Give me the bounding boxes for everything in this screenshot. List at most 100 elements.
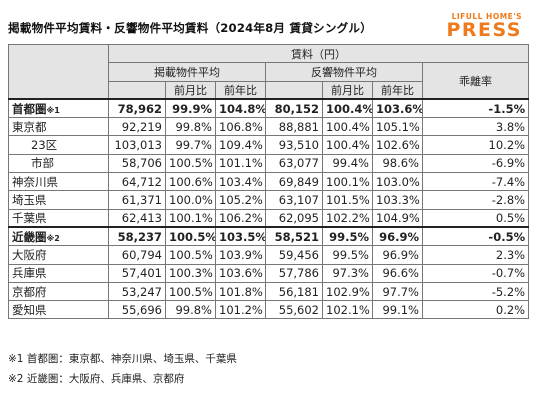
cell-listed: 58,706 (108, 153, 166, 174)
row-label: 神奈川県 (8, 172, 109, 192)
table-row: 市部 58,706 100.5% 101.1% 63,077 99.4% 98.6% -6.9… (8, 153, 530, 174)
cell-listed: 92,219 (108, 117, 166, 137)
table-row: 大阪府 60,794 100.5% 103.9% 59,456 99.5% 96.9% 2.3… (8, 245, 530, 265)
cell-i-yoy: 104.9% (372, 208, 423, 228)
cell-i-mom: 99.5% (322, 226, 373, 247)
table-row: 東京都 92,219 99.8% 106.8% 88,881 100.4% 105.1% 3.… (8, 117, 530, 137)
cell-listed: 58,237 (108, 226, 166, 247)
header-blank (108, 80, 166, 100)
cell-i-yoy: 99.1% (372, 300, 423, 320)
header-listed-mom: 前月比 (165, 80, 216, 100)
cell-l-yoy: 103.6% (215, 263, 266, 283)
table-row: 愛知県 55,696 99.8% 101.2% 55,602 102.1% 99.1% 0.2… (8, 300, 530, 320)
cell-l-mom: 100.5% (165, 281, 216, 302)
cell-i-mom: 102.1% (322, 300, 373, 320)
header-listed-avg: 掲載物件平均 (108, 62, 266, 82)
cell-inquiry: 80,152 (265, 98, 323, 119)
table-row: 23区 103,013 99.7% 109.4% 93,510 100.4% 102.6% 1… (8, 135, 530, 155)
logo-text: PRESS (446, 19, 522, 41)
cell-div: -0.5% (421, 226, 530, 247)
cell-i-mom: 99.4% (322, 153, 373, 174)
cell-div: -0.7% (421, 263, 530, 283)
row-label: 23区 (8, 135, 109, 155)
header-inquiry-mom: 前月比 (322, 80, 373, 100)
cell-i-yoy: 102.6% (372, 135, 423, 155)
table-row-aggregate: 首都圏※1 78,962 99.9% 104.8% 80,152 100.4% 103.6%… (8, 98, 530, 119)
cell-i-yoy: 96.9% (372, 245, 423, 265)
cell-i-mom: 102.2% (322, 208, 373, 228)
cell-l-mom: 99.7% (165, 135, 216, 155)
row-label-text: 埼玉県 (12, 193, 47, 208)
header-rent: 賃料（円） (107, 43, 530, 64)
row-label-text: 神奈川県 (12, 174, 58, 189)
cell-i-yoy: 96.6% (372, 263, 423, 283)
row-label: 愛知県 (8, 300, 109, 320)
cell-l-yoy: 101.1% (215, 153, 266, 174)
row-label: 市部 (8, 153, 109, 174)
cell-div: 0.5% (421, 208, 530, 228)
cell-i-yoy: 105.1% (372, 117, 423, 137)
cell-inquiry: 55,602 (265, 300, 323, 320)
cell-l-mom: 99.9% (165, 98, 216, 119)
cell-i-mom: 100.4% (322, 135, 373, 155)
cell-i-yoy: 98.6% (372, 153, 423, 174)
cell-inquiry: 63,107 (265, 190, 323, 210)
cell-l-yoy: 103.9% (215, 245, 266, 265)
header-corner (8, 44, 109, 100)
row-label: 埼玉県 (8, 190, 109, 210)
header-row-2: 掲載物件平均 反響物件平均 乖離率 (9, 62, 530, 100)
header-blank (265, 80, 323, 100)
logo-subtext: LIFULL HOME'S (451, 12, 522, 21)
cell-inquiry: 62,095 (265, 208, 323, 228)
cell-l-yoy: 104.8% (215, 98, 266, 119)
row-label: 大阪府 (8, 245, 109, 265)
header-row-1: 賃料（円） (8, 43, 530, 100)
cell-i-mom: 100.4% (322, 98, 373, 119)
header-row-3: 前月比 前年比 前月比 前年比 (9, 80, 529, 100)
row-label: 近畿圏※2 (8, 226, 109, 247)
cell-inquiry: 93,510 (265, 135, 323, 155)
cell-l-yoy: 101.2% (215, 300, 266, 320)
cell-div: -7.4% (421, 172, 530, 192)
header-listed-yoy: 前年比 (215, 80, 266, 100)
cell-inquiry: 69,849 (265, 172, 323, 192)
cell-l-mom: 100.3% (165, 263, 216, 283)
row-label: 首都圏※1 (8, 98, 109, 119)
cell-l-mom: 100.5% (165, 226, 216, 247)
cell-i-yoy: 103.3% (372, 190, 423, 210)
footnote-1: ※1 首都圏：東京都、神奈川県、埼玉県、千葉県 (8, 353, 237, 365)
cell-i-mom: 99.5% (322, 245, 373, 265)
cell-div: 3.8% (421, 117, 530, 137)
table-row-aggregate: 近畿圏※2 58,237 100.5% 103.5% 58,521 99.5% 96.9% -… (8, 226, 530, 247)
cell-i-mom: 101.5% (322, 190, 373, 210)
row-label-text: 東京都 (12, 119, 47, 134)
row-label: 千葉県 (8, 208, 109, 228)
cell-i-yoy: 103.6% (372, 98, 423, 119)
cell-l-mom: 100.0% (165, 190, 216, 210)
cell-div: 0.2% (421, 300, 530, 320)
row-label-text: 23区 (31, 138, 58, 153)
table-row: 神奈川県 64,712 100.6% 103.4% 69,849 100.1% 103.0%… (8, 172, 530, 192)
cell-l-mom: 100.6% (165, 172, 216, 192)
cell-i-yoy: 103.0% (372, 172, 423, 192)
cell-l-yoy: 106.2% (215, 208, 266, 228)
row-label-text: 愛知県 (12, 302, 47, 317)
row-label-text: 大阪府 (12, 247, 47, 262)
cell-l-yoy: 101.8% (215, 281, 266, 302)
row-footnote-mark: ※2 (46, 233, 60, 243)
cell-l-yoy: 103.5% (215, 226, 266, 247)
cell-div: 10.2% (421, 135, 530, 155)
cell-div: -6.9% (421, 153, 530, 174)
cell-inquiry: 56,181 (265, 281, 323, 302)
cell-inquiry: 58,521 (265, 226, 323, 247)
table-row: 埼玉県 61,371 100.0% 105.2% 63,107 101.5% 103.3% -… (8, 190, 530, 210)
cell-i-mom: 100.4% (322, 117, 373, 137)
cell-inquiry: 63,077 (265, 153, 323, 174)
row-label: 東京都 (8, 117, 109, 137)
cell-listed: 55,696 (108, 300, 166, 320)
cell-i-mom: 102.9% (322, 281, 373, 302)
header-inquiry-yoy: 前年比 (372, 80, 423, 100)
cell-i-yoy: 96.9% (372, 226, 423, 247)
cell-listed: 61,371 (108, 190, 166, 210)
header-divergence: 乖離率 (421, 62, 530, 100)
